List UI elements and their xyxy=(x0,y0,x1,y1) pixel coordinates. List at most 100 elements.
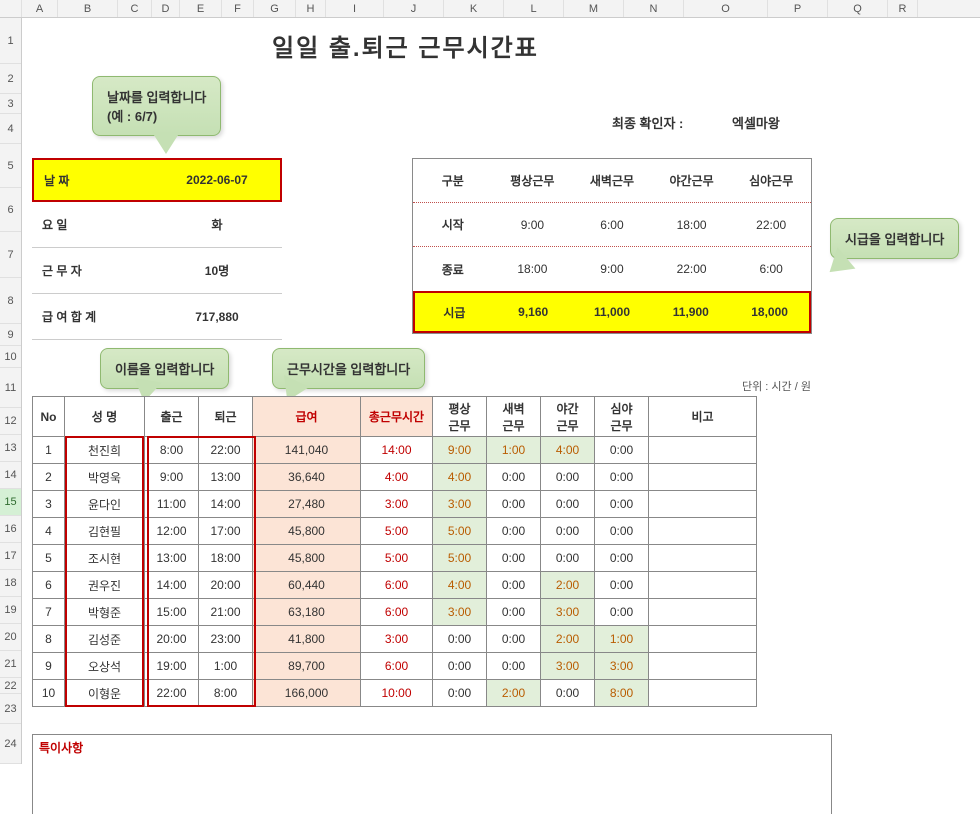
row-header-11[interactable]: 11 xyxy=(0,368,21,408)
dow-row[interactable]: 요 일 화 xyxy=(32,202,282,248)
column-header-K[interactable]: K xyxy=(444,0,504,17)
dow-label: 요 일 xyxy=(32,216,152,233)
rate-header-cell: 심야근무 xyxy=(731,172,811,189)
date-label: 날 짜 xyxy=(34,172,154,189)
workers-value: 10명 xyxy=(152,262,282,279)
row-header-3[interactable]: 3 xyxy=(0,94,21,114)
column-header-J[interactable]: J xyxy=(384,0,444,17)
row-header-2[interactable]: 2 xyxy=(0,64,21,94)
final-checker-label: 최종 확인자 : xyxy=(612,113,683,132)
row-header-20[interactable]: 20 xyxy=(0,624,21,651)
row-header-18[interactable]: 18 xyxy=(0,570,21,597)
paysum-label: 급 여 합 계 xyxy=(32,308,152,325)
column-header-Q[interactable]: Q xyxy=(828,0,888,17)
row-header-24[interactable]: 24 xyxy=(0,724,21,764)
table-row[interactable]: 1천진희8:0022:00141,04014:009:001:004:000:0… xyxy=(33,437,757,464)
column-header-R[interactable]: R xyxy=(888,0,918,17)
table-row[interactable]: 6권우진14:0020:0060,4406:004:000:002:000:00 xyxy=(33,572,757,599)
table-row[interactable]: 5조시현13:0018:0045,8005:005:000:000:000:00 xyxy=(33,545,757,572)
callout-name-text: 이름을 입력합니다 xyxy=(115,362,214,377)
paysum-value: 717,880 xyxy=(152,310,282,324)
row-header-6[interactable]: 6 xyxy=(0,188,21,232)
callout-rate-text: 시급을 입력합니다 xyxy=(845,232,944,247)
column-header-E[interactable]: E xyxy=(180,0,222,17)
rate-start-row[interactable]: 시작9:006:0018:0022:00 xyxy=(413,203,811,247)
date-value: 2022-06-07 xyxy=(154,173,280,187)
row-header-14[interactable]: 14 xyxy=(0,462,21,489)
row-header-4[interactable]: 4 xyxy=(0,114,21,144)
main-header-10[interactable]: 비고 xyxy=(649,397,757,437)
table-row[interactable]: 2박영욱9:0013:0036,6404:004:000:000:000:00 xyxy=(33,464,757,491)
main-header-1[interactable]: 성 명 xyxy=(65,397,145,437)
main-table[interactable]: No성 명출근퇴근급여총근무시간평상근무새벽근무야간근무심야근무비고1천진희8:… xyxy=(32,396,757,707)
row-header-16[interactable]: 16 xyxy=(0,516,21,543)
column-header-A[interactable]: A xyxy=(22,0,58,17)
rate-end-row[interactable]: 종료18:009:0022:006:00 xyxy=(413,247,811,291)
row-header-21[interactable]: 21 xyxy=(0,651,21,678)
column-header-B[interactable]: B xyxy=(58,0,118,17)
column-header-F[interactable]: F xyxy=(222,0,254,17)
row-header-22[interactable]: 22 xyxy=(0,678,21,694)
row-header-1[interactable]: 1 xyxy=(0,18,21,64)
table-row[interactable]: 4김현필12:0017:0045,8005:005:000:000:000:00 xyxy=(33,518,757,545)
column-header-N[interactable]: N xyxy=(624,0,684,17)
row-header-13[interactable]: 13 xyxy=(0,435,21,462)
column-header-M[interactable]: M xyxy=(564,0,624,17)
row-header-23[interactable]: 23 xyxy=(0,694,21,724)
column-header-D[interactable]: D xyxy=(152,0,180,17)
column-header-G[interactable]: G xyxy=(254,0,296,17)
main-header-8[interactable]: 야간근무 xyxy=(541,397,595,437)
page-title: 일일 출.퇴근 근무시간표 xyxy=(272,28,539,63)
callout-date-line2: (예 : 6/7) xyxy=(107,106,206,125)
rate-header-cell: 평상근무 xyxy=(493,172,573,189)
callout-name: 이름을 입력합니다 xyxy=(100,348,229,389)
rate-header-cell: 새벽근무 xyxy=(572,172,652,189)
main-header-6[interactable]: 평상근무 xyxy=(433,397,487,437)
final-checker-value: 엑셀마왕 xyxy=(732,113,780,132)
column-header-I[interactable]: I xyxy=(326,0,384,17)
table-row[interactable]: 8김성준20:0023:0041,8003:000:000:002:001:00 xyxy=(33,626,757,653)
row-header-7[interactable]: 7 xyxy=(0,232,21,278)
rate-table: 구분평상근무새벽근무야간근무심야근무 시작9:006:0018:0022:00 … xyxy=(412,158,812,334)
column-header-H[interactable]: H xyxy=(296,0,326,17)
table-row[interactable]: 9오상석19:001:0089,7006:000:000:003:003:00 xyxy=(33,653,757,680)
column-header-P[interactable]: P xyxy=(768,0,828,17)
column-header-L[interactable]: L xyxy=(504,0,564,17)
main-header-9[interactable]: 심야근무 xyxy=(595,397,649,437)
row-header-8[interactable]: 8 xyxy=(0,278,21,324)
row-header-5[interactable]: 5 xyxy=(0,144,21,188)
workers-row[interactable]: 근 무 자 10명 xyxy=(32,248,282,294)
rate-header-cell: 야간근무 xyxy=(652,172,732,189)
rate-header-cell: 구분 xyxy=(413,172,493,189)
dow-value: 화 xyxy=(152,216,282,233)
date-row[interactable]: 날 짜 2022-06-07 xyxy=(32,158,282,202)
main-header-7[interactable]: 새벽근무 xyxy=(487,397,541,437)
left-info-block: 날 짜 2022-06-07 요 일 화 근 무 자 10명 급 여 합 계 7… xyxy=(32,158,282,340)
row-header-19[interactable]: 19 xyxy=(0,597,21,624)
paysum-row[interactable]: 급 여 합 계 717,880 xyxy=(32,294,282,340)
callout-rate: 시급을 입력합니다 xyxy=(830,218,959,259)
main-header-2[interactable]: 출근 xyxy=(145,397,199,437)
main-header-5[interactable]: 총근무시간 xyxy=(361,397,433,437)
table-row[interactable]: 10이형운22:008:00166,00010:000:002:000:008:… xyxy=(33,680,757,707)
row-header-10[interactable]: 10 xyxy=(0,346,21,368)
row-header-17[interactable]: 17 xyxy=(0,543,21,570)
row-header-15[interactable]: 15 xyxy=(0,489,21,516)
column-header-C[interactable]: C xyxy=(118,0,152,17)
callout-date: 날짜를 입력합니다 (예 : 6/7) xyxy=(92,76,221,136)
callout-date-pointer xyxy=(152,132,180,154)
main-header-0[interactable]: No xyxy=(33,397,65,437)
callout-date-line1: 날짜를 입력합니다 xyxy=(107,87,206,106)
table-row[interactable]: 7박형준15:0021:0063,1806:003:000:003:000:00 xyxy=(33,599,757,626)
rate-wage-row[interactable]: 시급9,16011,00011,90018,000 xyxy=(413,291,811,333)
row-header-9[interactable]: 9 xyxy=(0,324,21,346)
row-header-12[interactable]: 12 xyxy=(0,408,21,435)
column-header-O[interactable]: O xyxy=(684,0,768,17)
column-headers[interactable]: ABCDEFGHIJKLMNOPQR xyxy=(0,0,980,18)
workers-label: 근 무 자 xyxy=(32,262,152,279)
main-header-3[interactable]: 퇴근 xyxy=(199,397,253,437)
remark-box[interactable]: 특이사항 xyxy=(32,734,832,814)
main-header-4[interactable]: 급여 xyxy=(253,397,361,437)
row-headers[interactable]: 123456789101112131415161718192021222324 xyxy=(0,18,22,764)
table-row[interactable]: 3윤다인11:0014:0027,4803:003:000:000:000:00 xyxy=(33,491,757,518)
